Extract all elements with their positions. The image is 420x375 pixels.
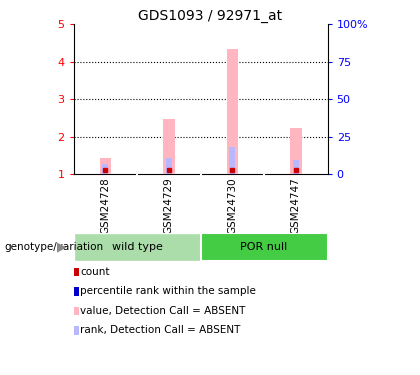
Bar [100,158,111,174]
Bar [227,49,238,174]
Text: wild type: wild type [112,242,163,252]
Bar [74,232,201,261]
Text: GSM24728: GSM24728 [100,177,110,234]
Bar [163,119,174,174]
Text: GDS1093 / 92971_at: GDS1093 / 92971_at [138,9,282,23]
Bar [229,147,236,174]
Text: ▶: ▶ [57,240,66,253]
Text: count: count [80,267,110,277]
Bar [165,158,172,174]
Text: POR null: POR null [241,242,288,252]
Bar [201,232,328,261]
Bar [290,128,302,174]
Text: genotype/variation: genotype/variation [4,242,103,252]
Text: GSM24729: GSM24729 [164,177,174,234]
Bar [102,164,108,174]
Bar [293,160,299,174]
Text: rank, Detection Call = ABSENT: rank, Detection Call = ABSENT [80,326,240,335]
Text: value, Detection Call = ABSENT: value, Detection Call = ABSENT [80,306,245,316]
Text: GSM24730: GSM24730 [227,177,237,234]
Text: GSM24747: GSM24747 [291,177,301,234]
Text: percentile rank within the sample: percentile rank within the sample [80,286,256,296]
